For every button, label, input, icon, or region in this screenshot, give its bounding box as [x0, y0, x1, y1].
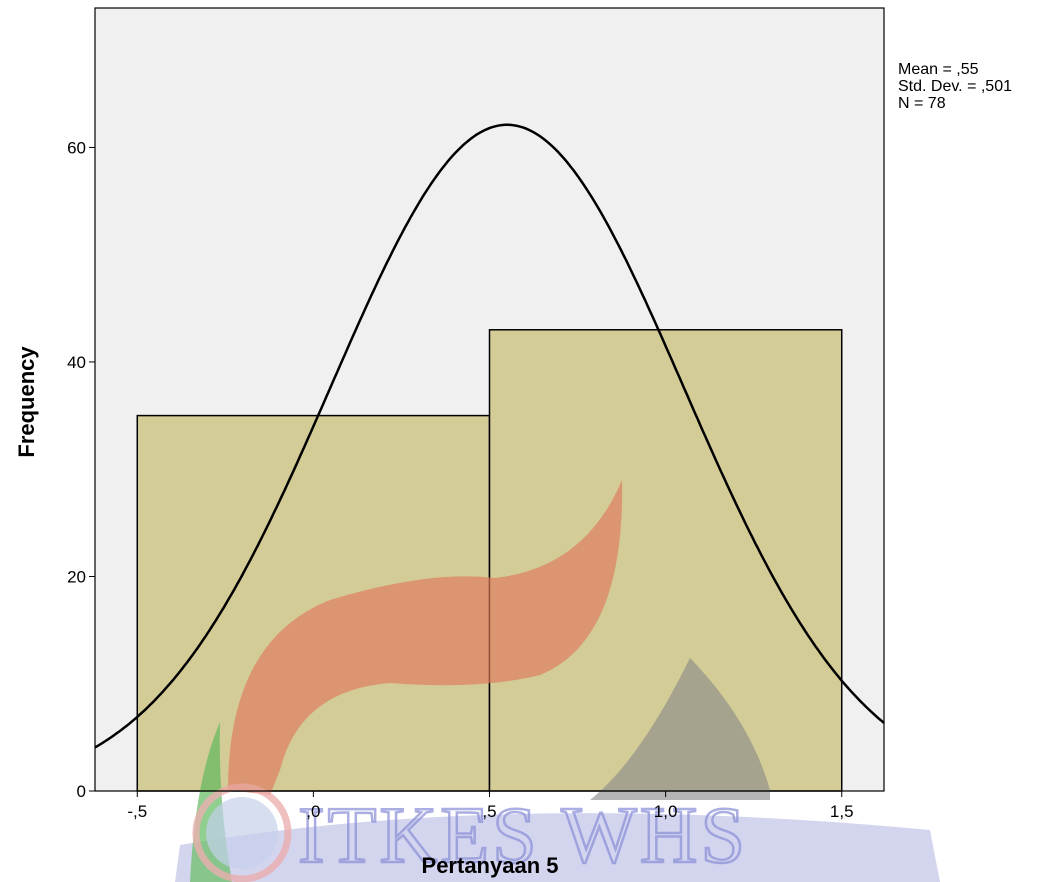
y-axis: 0 20 40 60: [67, 138, 95, 801]
y-axis-title: Frequency: [14, 346, 39, 458]
normal-curve: [94, 123, 885, 749]
watermark-text: ITKES WHS: [298, 792, 748, 880]
x-axis-title: Pertanyaan 5: [422, 853, 559, 878]
x-axis: -,5 ,0 ,5 1,0 1,5: [127, 791, 854, 821]
watermark-grey-shape: [590, 658, 770, 800]
watermark-blue-band: [175, 813, 940, 882]
x-tick-label: 1,5: [830, 802, 854, 821]
watermark-red-shape: [228, 480, 623, 795]
stat-mean: Mean = ,55: [898, 61, 979, 78]
watermark-seal-ring: [192, 783, 292, 882]
watermark-seal-globe: [206, 797, 278, 869]
y-tick-label: 40: [67, 353, 86, 372]
y-tick-label: 20: [67, 567, 86, 586]
watermark: ITKES WHS: [175, 480, 940, 882]
x-tick-label: ,5: [482, 802, 496, 821]
x-tick-label: -,5: [127, 802, 147, 821]
y-tick-label: 0: [77, 782, 86, 801]
stats-box: Mean = ,55 Std. Dev. = ,501 N = 78: [898, 61, 1012, 112]
x-tick-label: ,0: [306, 802, 320, 821]
stat-n: N = 78: [898, 95, 946, 112]
stat-std-dev: Std. Dev. = ,501: [898, 78, 1012, 95]
x-tick-label: 1,0: [654, 802, 678, 821]
y-tick-label: 60: [67, 138, 86, 157]
